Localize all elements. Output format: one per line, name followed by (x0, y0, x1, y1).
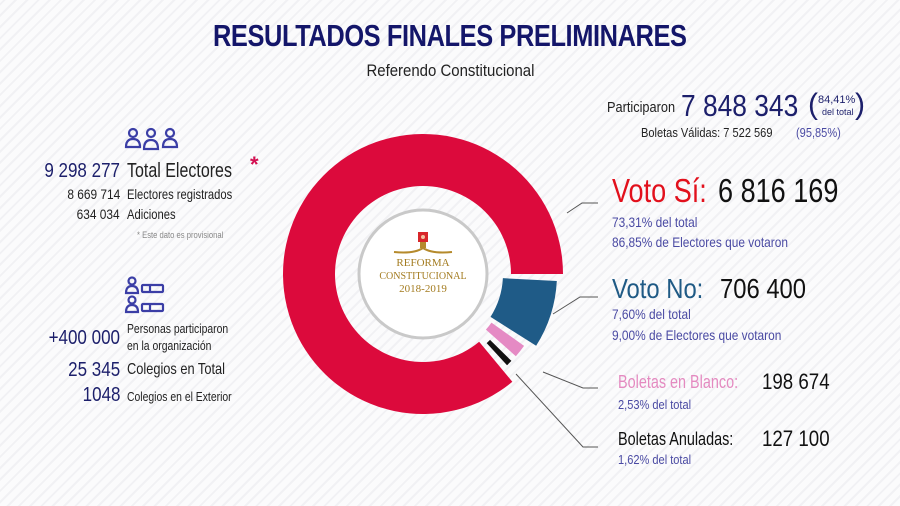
organization-people-label-2: en la organización (127, 338, 212, 353)
voto-si-pct-voters: 86,85% de Electores que votaron (612, 234, 788, 250)
blanco-pct-total: 2,53% del total (618, 397, 692, 412)
logo-ring (357, 208, 489, 340)
paren-open: ( (808, 88, 818, 121)
paren-close: ) (855, 88, 865, 121)
slice-anuladas (486, 339, 512, 366)
participation-pct-note: del total (822, 107, 854, 117)
colleges-label: Colegios en Total (127, 361, 225, 378)
leader-line-no (552, 296, 598, 315)
page-subtitle: Referendo Constitucional (366, 61, 534, 80)
voto-no-label: Voto No: (612, 273, 704, 304)
slice-blanco (485, 322, 525, 357)
anuladas-label: Boletas Anuladas: (618, 429, 734, 449)
voto-si-pct-total: 73,31% del total (612, 214, 698, 230)
page-title: RESULTADOS FINALES PRELIMINARES (213, 18, 687, 53)
svg-text:REFORMA: REFORMA (396, 257, 449, 269)
leader-line-blanco (542, 371, 598, 389)
abroad-colleges-value: 1048 (82, 384, 120, 406)
voto-no-pct-total: 7,60% del total (612, 306, 691, 322)
leader-line-anuladas (515, 373, 598, 448)
total-electors-label: Total Electores (127, 160, 232, 182)
anuladas-value: 127 100 (762, 426, 830, 451)
registered-electors-value: 8 669 714 (67, 186, 120, 202)
additions-label: Adiciones (127, 206, 176, 222)
svg-text:2018-2019: 2018-2019 (399, 283, 447, 295)
blanco-value: 198 674 (762, 369, 830, 394)
reforma-logo: REFORMA CONSTITUCIONAL 2018-2019 (379, 232, 467, 295)
voto-si-label: Voto Sí: (612, 172, 707, 209)
blanco-label: Boletas en Blanco: (618, 372, 739, 392)
provisional-asterisk: * (250, 152, 259, 177)
leader-line-si (566, 202, 598, 214)
voto-no-pct-voters: 9,00% de Electores que votaron (612, 327, 782, 343)
total-electors-value: 9 298 277 (44, 160, 120, 182)
anuladas-pct-total: 1,62% del total (618, 452, 692, 467)
slice-voto-si (283, 134, 563, 414)
voto-no-value: 706 400 (720, 273, 807, 304)
additions-value: 634 034 (76, 206, 120, 222)
slice-voto-no (490, 278, 557, 346)
provisional-note: * Este dato es provisional (137, 230, 224, 240)
registered-electors-label: Electores registrados (127, 186, 233, 202)
organization-people-value: +400 000 (48, 327, 120, 349)
voto-si-value: 6 816 169 (718, 172, 839, 209)
participation-value: 7 848 343 (681, 88, 799, 123)
valid-ballots: Boletas Válidas: 7 522 569 (641, 125, 773, 140)
colleges-value: 25 345 (68, 359, 120, 381)
valid-ballots-pct: (95,85%) (796, 125, 841, 140)
svg-text:CONSTITUCIONAL: CONSTITUCIONAL (379, 271, 466, 282)
participation-label: Participaron (607, 99, 676, 116)
abroad-colleges-label: Colegios en el Exterior (127, 389, 232, 404)
participation-pct: 84,41% (818, 94, 856, 106)
organization-people-label-1: Personas participaron (127, 321, 229, 336)
